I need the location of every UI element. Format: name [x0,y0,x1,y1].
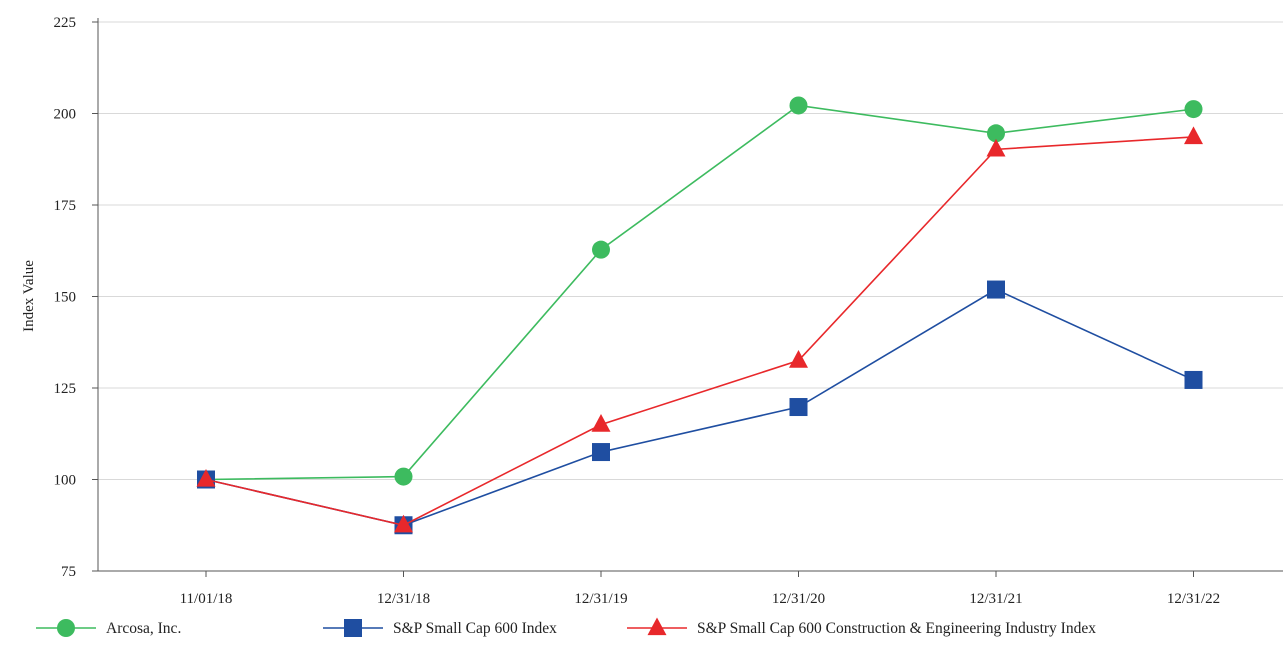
y-tick-label: 175 [54,198,77,214]
y-tick-label: 200 [54,107,77,123]
series-lines [196,96,1203,535]
y-tick-label: 75 [61,564,76,580]
data-point [1184,370,1203,389]
legend-marker [57,619,75,637]
series-line [205,136,1194,527]
legend-item: Arcosa, Inc. [36,619,181,637]
legend-marker [344,619,362,637]
data-point [592,443,610,462]
x-tick-label: 11/01/18 [180,591,233,607]
legend-label: S&P Small Cap 600 Index [393,620,557,637]
series-line [205,288,1194,527]
data-point [591,414,611,432]
series-line [205,104,1194,481]
legend-item: S&P Small Cap 600 Construction & Enginee… [627,617,1096,637]
x-tick-label: 12/31/18 [377,591,430,607]
x-tick-label: 12/31/22 [1167,591,1220,607]
data-point [1184,100,1203,119]
data-point [394,514,413,533]
legend-item: S&P Small Cap 600 Index [323,619,557,637]
y-tick-label: 150 [54,290,77,306]
y-tick-label: 125 [54,381,77,397]
series-square [197,280,1203,535]
data-point [196,468,216,487]
data-point [592,240,610,259]
x-tick-label: 12/31/20 [772,591,825,607]
y-axis-title: Index Value [21,260,37,332]
y-tick-label: 100 [54,473,77,489]
data-point [789,350,808,368]
data-point [986,138,1006,157]
legend-marker [647,617,667,636]
legend-label: S&P Small Cap 600 Construction & Enginee… [697,620,1096,637]
data-point [1184,126,1203,145]
x-tick-label: 12/31/21 [969,591,1022,607]
data-point [394,467,413,486]
data-point [987,124,1005,143]
legend-label: Arcosa, Inc. [106,620,181,637]
x-tick-label: 12/31/19 [574,591,627,607]
data-point [789,398,808,417]
gridlines [98,21,1283,480]
data-point [789,96,808,115]
y-tick-label: 225 [54,15,77,31]
axes: 75 100 125 150 175 200 225 11/01/18 12/31/18 12/3… [54,15,1283,607]
series-triangle [196,126,1203,533]
data-point [987,280,1005,299]
legend: Arcosa, Inc. S&P Small Cap 600 Index S&P S… [36,617,1096,637]
